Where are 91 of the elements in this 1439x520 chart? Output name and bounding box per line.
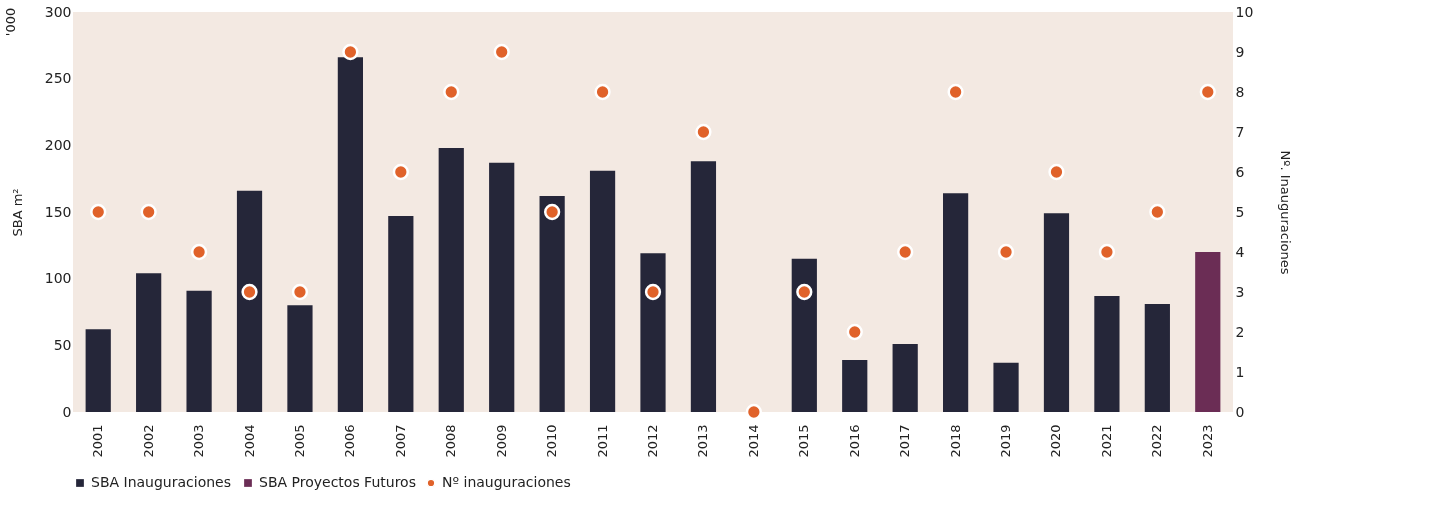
bar (690, 161, 717, 412)
x-tick-label: 2023 (1199, 424, 1215, 458)
bar (1043, 213, 1070, 412)
point (291, 283, 309, 301)
bar (539, 196, 565, 412)
bar (842, 360, 868, 412)
x-tick-label: 2022 (1149, 424, 1165, 458)
x-tick-label: 2011 (594, 424, 610, 458)
point (897, 243, 914, 261)
bar (388, 216, 414, 412)
point (90, 203, 107, 221)
y2-tick-label: 1 (1235, 363, 1245, 380)
point (846, 323, 863, 341)
point (947, 83, 964, 101)
y2-tick-label: 3 (1235, 283, 1245, 300)
y2-tick-label: 10 (1235, 3, 1254, 20)
y-axis-title: SBA m² (9, 188, 25, 237)
x-tick-label: 2021 (1098, 424, 1114, 458)
bar (85, 329, 111, 412)
y2-tick-label: 0 (1235, 403, 1245, 420)
x-tick-label: 2013 (695, 424, 711, 458)
bar (287, 305, 313, 412)
bar (1144, 304, 1170, 412)
x-tick-label: 2017 (897, 424, 913, 458)
point (594, 83, 611, 101)
x-tick-label: 2008 (443, 424, 459, 458)
point (543, 203, 561, 221)
text: '000 (3, 7, 18, 37)
bar (337, 57, 363, 412)
bar (186, 290, 212, 412)
y-tick-label: 200 (44, 136, 72, 153)
x-tick-label: 2003 (191, 424, 207, 458)
x-tick-label: 2004 (241, 424, 257, 458)
x-tick-label: 2020 (1048, 424, 1064, 458)
point (392, 163, 409, 181)
point (342, 43, 359, 61)
y2-axis-title: Nº. Inauguraciones (1278, 150, 1294, 275)
y-tick-label: 50 (53, 336, 72, 353)
x-tick-label: 2016 (846, 424, 862, 458)
y2-tick-label: 9 (1235, 43, 1245, 60)
x-tick-label: 2015 (796, 424, 812, 458)
legend-label: SBA Inauguraciones (91, 474, 231, 490)
bar (438, 148, 464, 412)
bar (236, 190, 263, 412)
bar (640, 253, 666, 412)
x-tick-label: 2018 (947, 424, 963, 458)
x-tick-label: 2012 (645, 424, 660, 458)
point (140, 203, 157, 221)
bar (136, 273, 162, 412)
y-tick-label: 300 (44, 3, 72, 20)
x-tick-label: 2005 (291, 424, 307, 458)
x-tick-label: 2019 (998, 424, 1014, 458)
bar (589, 170, 616, 412)
legend-label: Nº inauguraciones (442, 474, 571, 490)
x-tick-label: 2014 (745, 424, 761, 458)
point (1048, 163, 1065, 181)
point (796, 283, 813, 301)
bar (489, 162, 515, 412)
y-tick-label: 250 (44, 70, 72, 87)
bar (1094, 296, 1120, 412)
bar (1195, 252, 1221, 412)
y2-tick-label: 5 (1235, 203, 1245, 220)
y2-tick-label: 8 (1235, 83, 1245, 100)
bar (892, 344, 918, 412)
y2-tick-label: 2 (1235, 323, 1245, 340)
point (1149, 203, 1166, 221)
x-tick-label: 2006 (342, 424, 358, 458)
y2-tick-label: 7 (1235, 123, 1245, 140)
x-tick-label: 2010 (544, 424, 560, 458)
point (493, 43, 510, 61)
point (190, 243, 208, 261)
bar (791, 258, 817, 412)
point (644, 283, 662, 301)
x-tick-label: 2001 (90, 424, 106, 458)
point (695, 123, 712, 141)
y2-tick-label: 6 (1235, 163, 1245, 180)
x-tick-label: 2002 (140, 424, 156, 458)
point (997, 243, 1015, 261)
point (443, 83, 460, 101)
point (1098, 243, 1116, 261)
point (241, 283, 258, 301)
bar (993, 362, 1019, 412)
y-tick-label: 0 (62, 403, 72, 420)
legend-label: SBA Proyectos Futuros (259, 474, 416, 490)
y-tick-label: 150 (44, 203, 72, 220)
x-tick-label: 2009 (493, 424, 509, 458)
point (1199, 83, 1216, 101)
y-tick-label: 100 (44, 270, 72, 287)
bar (943, 193, 969, 412)
x-tick-label: 2007 (392, 424, 408, 458)
y2-tick-label: 4 (1235, 243, 1245, 260)
